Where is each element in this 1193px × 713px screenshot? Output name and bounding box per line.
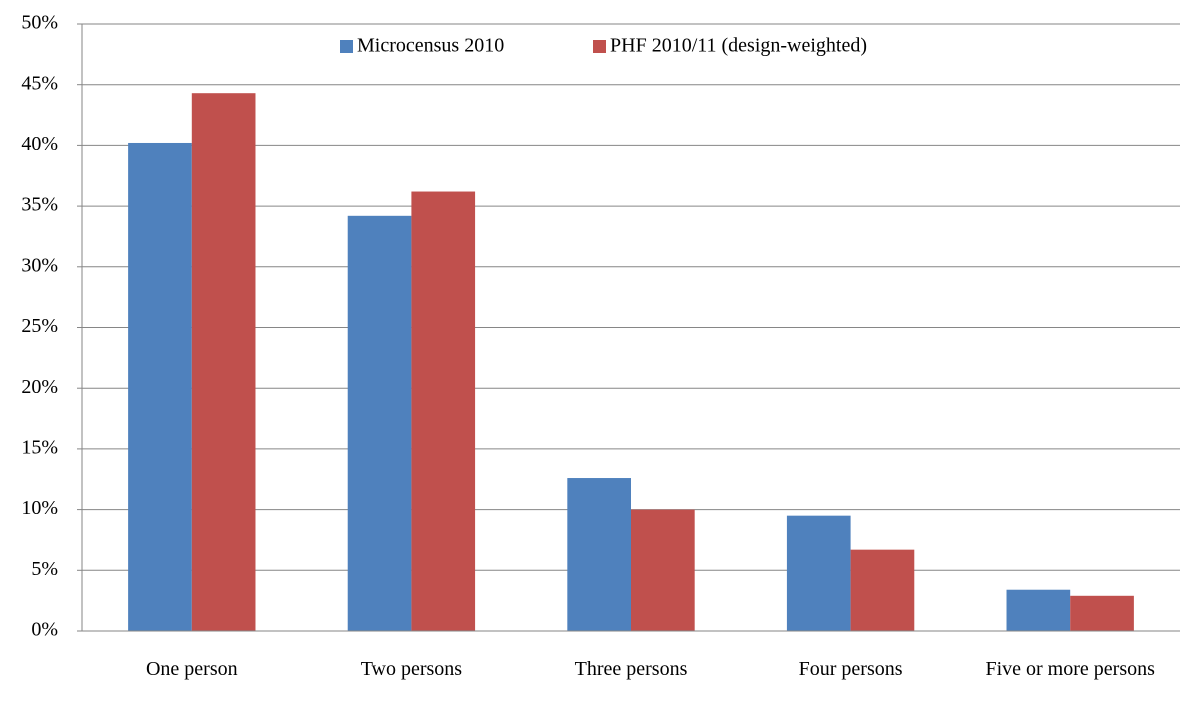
bar xyxy=(411,191,476,632)
bar xyxy=(631,509,695,631)
legend-label: Microcensus 2010 xyxy=(357,35,504,57)
x-tick-label: Five or more persons xyxy=(985,658,1155,680)
y-tick-label: 35% xyxy=(21,194,58,216)
y-tick-label: 30% xyxy=(21,254,58,276)
x-tick-label: One person xyxy=(145,658,238,680)
y-tick-label: 45% xyxy=(21,72,58,94)
y-tick-label: 25% xyxy=(21,315,58,337)
bar xyxy=(191,93,256,631)
bar xyxy=(567,478,631,631)
y-tick-label: 5% xyxy=(31,558,58,580)
bar xyxy=(347,215,412,631)
y-tick-label: 0% xyxy=(31,619,58,641)
legend-swatch xyxy=(593,40,606,53)
x-tick-label: Three persons xyxy=(574,658,688,680)
x-tick-label: Two persons xyxy=(360,658,463,680)
y-tick-label: 20% xyxy=(21,376,58,398)
y-tick-label: 40% xyxy=(21,133,58,155)
y-tick-label: 50% xyxy=(21,12,58,34)
bar xyxy=(128,142,192,632)
y-tick-label: 15% xyxy=(21,436,58,458)
grid xyxy=(82,23,1180,632)
bar xyxy=(1070,595,1134,631)
legend-label: PHF 2010/11 (design-weighted) xyxy=(610,35,867,57)
bar xyxy=(786,515,851,631)
y-tick-label: 10% xyxy=(21,497,58,519)
legend-swatch xyxy=(340,40,353,53)
bar xyxy=(850,549,915,631)
x-tick-label: Four persons xyxy=(798,658,903,680)
bar xyxy=(1006,589,1071,631)
